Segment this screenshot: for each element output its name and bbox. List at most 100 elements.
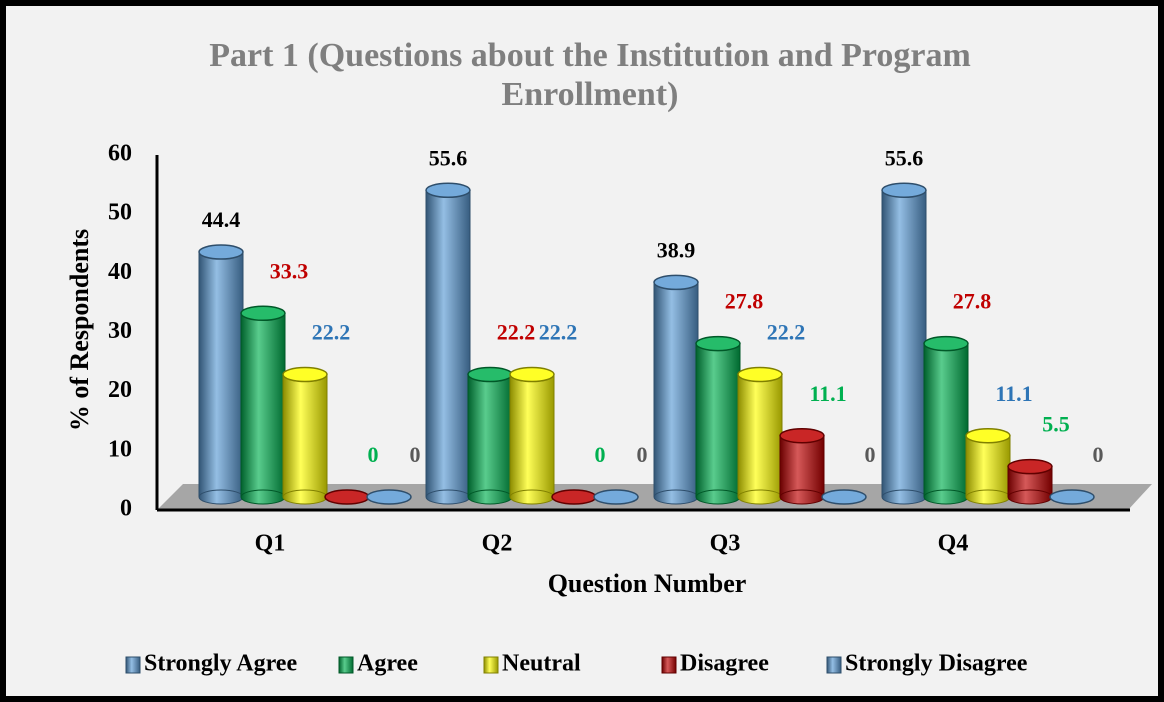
bar-top [282,366,328,383]
bar [324,489,370,505]
bar-bottom [737,489,783,505]
bar [821,489,867,505]
x-tick-label: Q3 [710,531,741,557]
bar [593,489,639,505]
data-label: 38.9 [657,237,696,262]
x-axis-label: Question Number [548,569,747,598]
legend-swatch [338,656,354,674]
bar-top [593,489,639,505]
bar [1007,458,1053,505]
bar-top [509,366,555,383]
bar-top [425,182,471,199]
legend-label: Neutral [502,651,581,677]
bar-bottom [779,489,825,505]
bar-body [780,435,824,497]
bar-body [199,252,243,497]
bar-top [737,366,783,383]
data-label: 55.6 [429,145,468,170]
bar-bottom [1007,489,1053,505]
bar-top [881,182,927,199]
bar-body [696,343,740,497]
bar-bottom [881,489,927,505]
bar [240,305,286,505]
legend-swatch [125,656,141,674]
data-label: 22.2 [539,320,578,345]
bar [923,335,969,505]
bar [198,244,244,505]
data-label: 33.3 [270,258,309,283]
legend-swatch [661,656,677,674]
legend-swatch [483,656,499,674]
bar [695,335,741,505]
y-tick-label: 30 [108,318,132,344]
data-label: 44.4 [202,207,241,232]
bar-top [653,274,699,291]
y-tick-label: 50 [108,200,132,226]
bar-body [510,374,554,497]
x-tick-label: Q4 [938,531,969,557]
bar [282,366,328,505]
data-label: 55.6 [885,145,924,170]
y-axis-label: % of Respondents [65,229,94,431]
bar-top [198,244,244,260]
y-tick-label: 40 [108,259,132,285]
legend-label: Strongly Disagree [845,651,1028,677]
data-label: 11.1 [995,381,1032,406]
bar [551,489,597,505]
data-label: 27.8 [725,289,764,314]
bar-top [779,428,825,444]
y-tick-label: 20 [108,377,132,403]
legend-swatch [826,656,842,674]
data-label: 22.2 [497,320,536,345]
bar-bottom [240,489,286,505]
data-label: 22.2 [312,320,351,345]
bar [425,182,471,505]
bar-body [283,374,327,497]
bar [467,366,513,505]
bar [509,366,555,505]
legend-label: Agree [357,651,418,677]
bar-bottom [695,489,741,505]
bar-top [240,305,286,322]
bar-body [924,343,968,497]
bar-top [551,489,597,505]
bar-body [468,374,512,497]
bar-body [738,374,782,497]
legend-label: Strongly Agree [144,651,297,677]
bar-bottom [467,489,513,505]
bar-bottom [198,489,244,505]
data-label: 0 [368,442,379,467]
data-label: 5.5 [1042,412,1070,437]
bar-bottom [653,489,699,505]
bar-top [324,489,370,505]
legend-label: Disagree [680,651,769,677]
bar-top [695,335,741,352]
bar-bottom [965,489,1011,505]
bar-top [467,366,513,383]
bar [366,489,412,505]
bar-bottom [923,489,969,505]
bar-top [923,335,969,352]
bar [779,428,825,505]
bar-top [965,428,1011,444]
data-label: 22.2 [767,320,806,345]
chart-title: Part 1 (Questions about the Institution … [209,37,971,113]
bar-body [241,313,285,497]
data-label: 11.1 [809,381,846,406]
bar [881,182,927,505]
bar-body [654,282,698,497]
bar-top [1007,458,1053,475]
bar-bottom [282,489,328,505]
bar [1049,489,1095,505]
x-tick-label: Q2 [482,531,513,557]
y-tick-label: 10 [108,436,132,462]
bar-bottom [425,489,471,505]
data-label: 0 [595,442,606,467]
bar-body [882,190,926,498]
bar-top [366,489,412,505]
bar-top [1049,489,1095,505]
y-tick-label: 60 [108,141,132,167]
bar [737,366,783,505]
y-tick-label: 0 [120,496,132,522]
data-label: 0 [1093,442,1104,467]
